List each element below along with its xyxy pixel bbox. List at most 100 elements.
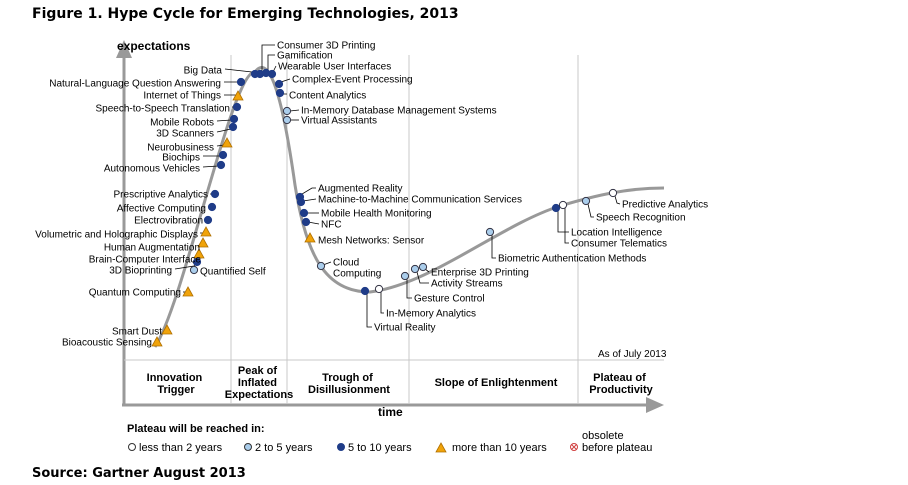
marker-prescriptive-analytics [210, 189, 220, 199]
label-natural-language-question-answering: Natural-Language Question Answering [49, 79, 221, 90]
legend-marker-5to10 [337, 443, 345, 451]
label-consumer-telematics: Consumer Telematics [571, 239, 667, 250]
marker-location-intelligence [551, 203, 561, 213]
label-mesh-networks-sensor: Mesh Networks: Sensor [318, 236, 425, 247]
marker-enterprise-3d-printing [418, 262, 428, 272]
label-prescriptive-analytics: Prescriptive Analytics [114, 190, 208, 201]
label-location-intelligence: Location Intelligence [571, 228, 663, 239]
leader-virtual-reality [364, 290, 372, 328]
marker-smart-dust [161, 324, 173, 335]
marker-speech-recognition [581, 196, 591, 206]
marker-predictive-analytics [608, 188, 618, 198]
marker-in-memory-analytics [374, 284, 384, 294]
label-quantified-self: Quantified Self [200, 267, 266, 278]
marker-machine-to-machine-communication-services [296, 197, 306, 207]
legend-label-5to10: 5 to 10 years [348, 442, 412, 454]
x-axis-label: time [378, 405, 403, 419]
label-consumer-3d-printing: Consumer 3D Printing [277, 41, 375, 52]
marker-quantum-computing [182, 286, 194, 297]
marker-electrovibration [203, 215, 213, 225]
label-volumetric-and-holographic-displays: Volumetric and Holographic Displays [35, 230, 198, 241]
marker-cloud-computing [316, 261, 326, 271]
label-activity-streams: Activity Streams [431, 279, 503, 290]
marker-complex-event-processing [274, 79, 284, 89]
marker-mobile-health-monitoring [299, 208, 309, 218]
marker-mesh-networks-sensor [304, 232, 316, 243]
label-neurobusiness: Neurobusiness [147, 143, 214, 154]
label-complex-event-processing: Complex-Event Processing [292, 75, 413, 86]
label-in-memory-analytics: In-Memory Analytics [386, 309, 476, 320]
phase-plateau: Plateau of Productivity [589, 372, 653, 396]
legend-marker-obsolete [570, 443, 578, 451]
label-internet-of-things: Internet of Things [143, 91, 221, 102]
x-axis-arrow [646, 397, 664, 413]
technology-labels: Consumer 3D PrintingGamificationWearable… [35, 41, 708, 349]
marker-affective-computing [207, 202, 217, 212]
label-electrovibration: Electrovibration [134, 216, 203, 227]
marker-virtual-reality [360, 286, 370, 296]
phase-trough: Trough of Disillusionment [308, 372, 390, 396]
label-autonomous-vehicles: Autonomous Vehicles [104, 164, 200, 175]
label-speech-recognition: Speech Recognition [596, 213, 686, 224]
label-cloud-computing: Cloud Computing [333, 258, 381, 280]
marker-quantified-self [189, 265, 199, 275]
label-speech-to-speech-translation: Speech-to-Speech Translation [95, 104, 230, 115]
legend-marker-lt2 [128, 443, 136, 451]
label-gesture-control: Gesture Control [414, 294, 485, 305]
legend-label-obsolete: obsolete before plateau [582, 430, 652, 454]
marker-3d-bioprinting [192, 257, 202, 267]
marker-in-memory-database-management-systems [282, 106, 292, 116]
label-big-data: Big Data [184, 66, 223, 77]
label-gamification: Gamification [277, 51, 333, 62]
source-note: Source: Gartner August 2013 [32, 466, 246, 481]
marker-autonomous-vehicles [216, 160, 226, 170]
legend-label-gt10: more than 10 years [452, 442, 547, 454]
y-axis-label: expectations [117, 39, 191, 53]
label-mobile-robots: Mobile Robots [150, 118, 214, 129]
phase-peak: Peak of Inflated Expectations [225, 365, 293, 401]
legend: Plateau will be reached in: less than 2 … [127, 423, 652, 454]
marker-virtual-assistants [282, 115, 292, 125]
label-3d-scanners: 3D Scanners [156, 129, 214, 140]
label-enterprise-3d-printing: Enterprise 3D Printing [431, 268, 529, 279]
marker-bioacoustic-sensing [151, 336, 163, 347]
legend-marker-gt10 [435, 442, 447, 453]
label-mobile-health-monitoring: Mobile Health Monitoring [321, 209, 432, 220]
label-in-memory-database-management-systems: In-Memory Database Management Systems [301, 106, 497, 117]
label-virtual-reality: Virtual Reality [374, 323, 436, 334]
label-bioacoustic-sensing: Bioacoustic Sensing [62, 338, 152, 349]
marker-internet-of-things [232, 90, 244, 101]
marker-speech-to-speech-translation [232, 102, 242, 112]
figure-title: Figure 1. Hype Cycle for Emerging Techno… [32, 6, 459, 22]
label-smart-dust: Smart Dust [112, 327, 162, 338]
marker-biometric-authentication-methods [485, 227, 495, 237]
marker-gesture-control [400, 271, 410, 281]
marker-wearable-user-interfaces [267, 69, 277, 79]
label-biometric-authentication-methods: Biometric Authentication Methods [498, 254, 646, 265]
label-virtual-assistants: Virtual Assistants [301, 116, 377, 127]
label-predictive-analytics: Predictive Analytics [622, 200, 708, 211]
label-content-analytics: Content Analytics [289, 91, 366, 102]
technology-markers [151, 68, 618, 347]
marker-big-data [250, 69, 260, 79]
marker-content-analytics [275, 88, 285, 98]
marker-neurobusiness [221, 137, 233, 148]
marker-biochips [218, 150, 228, 160]
legend-title: Plateau will be reached in: [127, 423, 265, 435]
legend-label-lt2: less than 2 years [139, 442, 223, 454]
marker-brain-computer-interface [193, 248, 205, 259]
legend-label-2to5: 2 to 5 years [255, 442, 313, 454]
label-human-augmentation: Human Augmentation [104, 243, 200, 254]
label-quantum-computing: Quantum Computing [89, 288, 181, 299]
label-brain-computer-interface: Brain-Computer Interface [89, 255, 202, 266]
label-augmented-reality: Augmented Reality [318, 184, 403, 195]
y-axis-arrow [116, 40, 132, 58]
label-affective-computing: Affective Computing [117, 204, 206, 215]
label-machine-to-machine-communication-services: Machine-to-Machine Communication Service… [318, 195, 522, 206]
marker-natural-language-question-answering [236, 77, 246, 87]
label-wearable-user-interfaces: Wearable User Interfaces [278, 62, 391, 73]
label-3d-bioprinting: 3D Bioprinting [109, 266, 172, 277]
marker-nfc [301, 217, 311, 227]
legend-marker-2to5 [244, 443, 252, 451]
